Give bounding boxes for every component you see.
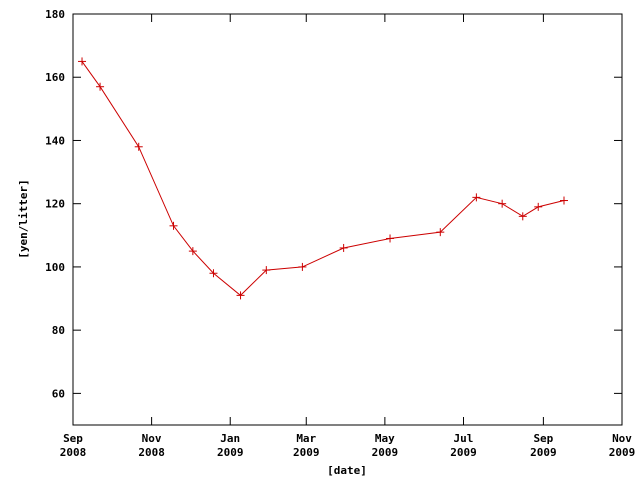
data-point	[298, 262, 307, 271]
x-tick-label-month: Mar	[296, 432, 316, 445]
x-axis-label: [date]	[327, 464, 367, 477]
series-markers	[78, 57, 569, 300]
x-tick-label-month: Nov	[612, 432, 632, 445]
x-tick-label-year: 2009	[372, 446, 399, 459]
y-tick-label: 80	[52, 324, 65, 337]
data-point	[262, 266, 271, 275]
data-point	[518, 212, 527, 221]
data-point	[472, 193, 481, 202]
x-tick-label-year: 2009	[293, 446, 320, 459]
data-point	[236, 291, 245, 300]
data-point	[498, 199, 507, 208]
data-point	[188, 247, 197, 256]
y-tick-label: 60	[52, 387, 65, 400]
x-tick-label-month: Jan	[220, 432, 240, 445]
x-tick-label-year: 2009	[217, 446, 244, 459]
x-tick-label-month: Nov	[142, 432, 162, 445]
data-point	[209, 269, 218, 278]
y-axis-label: [yen/litter]	[17, 179, 30, 258]
data-point	[560, 196, 569, 205]
data-point	[436, 228, 445, 237]
x-tick-label-year: 2009	[609, 446, 636, 459]
data-point	[386, 234, 395, 243]
series-line	[81, 61, 565, 297]
data-point	[96, 82, 105, 91]
data-point	[169, 221, 178, 230]
data-point	[534, 202, 543, 211]
x-axis: Sep2008Nov2008Jan2009Mar2009May2009Jul20…	[60, 14, 636, 459]
x-tick-label-year: 2009	[450, 446, 477, 459]
x-tick-label-year: 2009	[530, 446, 557, 459]
x-tick-label-month: Sep	[63, 432, 83, 445]
plot-frame	[72, 13, 623, 426]
y-tick-label: 180	[45, 8, 65, 21]
x-tick-label-year: 2008	[60, 446, 87, 459]
y-axis: 60 80 100 120 140 160 180	[45, 8, 622, 400]
y-tick-label: 120	[45, 198, 65, 211]
y-tick-label: 160	[45, 71, 65, 84]
y-tick-label: 140	[45, 134, 65, 147]
x-tick-label-month: May	[375, 432, 395, 445]
x-tick-label-month: Sep	[533, 432, 553, 445]
x-tick-label-month: Jul	[454, 432, 474, 445]
data-point	[134, 142, 143, 151]
x-tick-label-year: 2008	[138, 446, 165, 459]
data-point	[339, 243, 348, 252]
data-point	[78, 57, 87, 66]
y-tick-label: 100	[45, 261, 65, 274]
